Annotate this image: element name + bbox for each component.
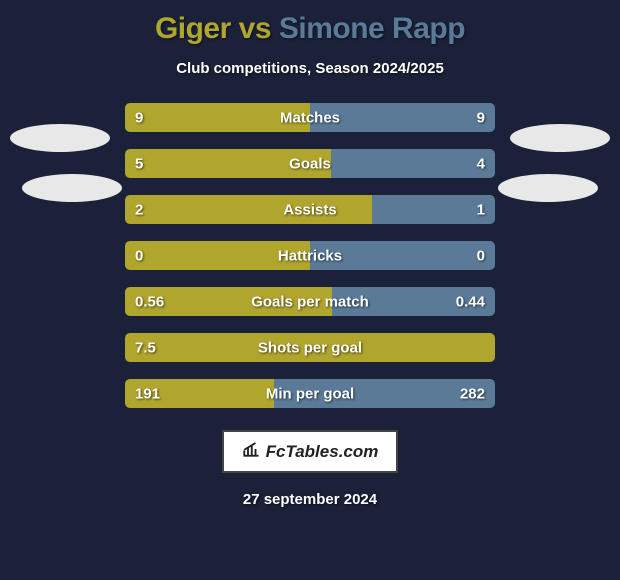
stat-row: 7.5 Shots per goal — [125, 333, 495, 362]
comparison-title: Giger vs Simone Rapp — [0, 0, 620, 46]
stat-left-value: 7.5 — [135, 339, 156, 356]
stat-label: Goals per match — [251, 293, 369, 310]
stat-left-value: 5 — [135, 155, 143, 172]
stat-label: Matches — [280, 109, 340, 126]
stat-right-fill — [331, 149, 495, 178]
stat-row: 0.56 Goals per match 0.44 — [125, 287, 495, 316]
stat-right-value: 4 — [477, 155, 485, 172]
player2-photo-placeholder-1 — [510, 124, 610, 152]
player2-name: Simone Rapp — [279, 12, 465, 45]
source-badge: FcTables.com — [222, 430, 399, 473]
player1-name: Giger — [155, 12, 231, 45]
stat-label: Hattricks — [278, 247, 342, 264]
stat-left-value: 0 — [135, 247, 143, 264]
stat-row: 191 Min per goal 282 — [125, 379, 495, 408]
subtitle: Club competitions, Season 2024/2025 — [0, 60, 620, 77]
stat-row: 2 Assists 1 — [125, 195, 495, 224]
stat-row: 0 Hattricks 0 — [125, 241, 495, 270]
stat-right-value: 1 — [477, 201, 485, 218]
badge-wrap: FcTables.com — [0, 430, 620, 473]
stat-row: 5 Goals 4 — [125, 149, 495, 178]
stat-left-value: 191 — [135, 385, 160, 402]
player2-photo-placeholder-2 — [498, 174, 598, 202]
stat-left-value: 2 — [135, 201, 143, 218]
badge-text: FcTables.com — [266, 442, 379, 462]
stat-label: Min per goal — [266, 385, 354, 402]
date-text: 27 september 2024 — [0, 491, 620, 508]
stat-row: 9 Matches 9 — [125, 103, 495, 132]
stat-right-value: 0 — [477, 247, 485, 264]
stat-left-value: 0.56 — [135, 293, 164, 310]
stat-label: Shots per goal — [258, 339, 362, 356]
vs-text: vs — [239, 12, 271, 45]
player1-photo-placeholder-2 — [22, 174, 122, 202]
stat-label: Goals — [289, 155, 331, 172]
stat-right-value: 0.44 — [456, 293, 485, 310]
player1-photo-placeholder-1 — [10, 124, 110, 152]
stat-right-value: 9 — [477, 109, 485, 126]
stat-left-value: 9 — [135, 109, 143, 126]
chart-icon — [242, 440, 260, 463]
stat-label: Assists — [283, 201, 336, 218]
stat-right-value: 282 — [460, 385, 485, 402]
